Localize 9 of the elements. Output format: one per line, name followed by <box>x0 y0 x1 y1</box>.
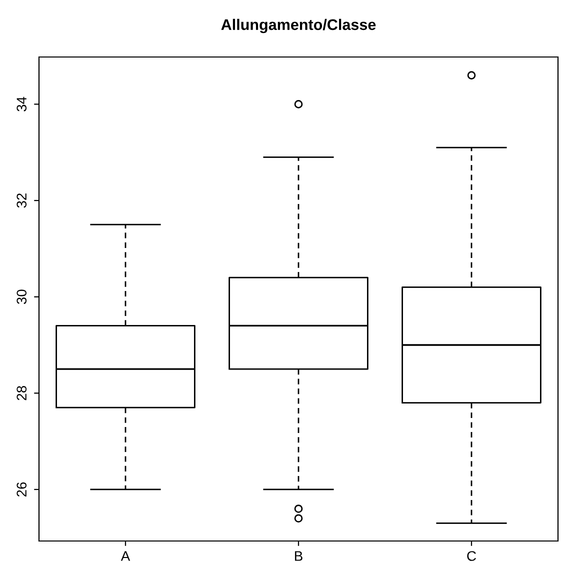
x-tick-label: A <box>120 551 130 561</box>
y-tick-label: 30 <box>16 290 27 304</box>
x-tick-label: C <box>467 551 476 561</box>
y-tick-label: 34 <box>16 96 27 112</box>
chart-title: Allungamento/Classe <box>221 18 376 34</box>
y-tick-label: 28 <box>16 386 27 400</box>
x-tick-label: B <box>295 551 302 561</box>
y-tick-label: 26 <box>16 482 27 496</box>
y-tick-label: 32 <box>16 193 27 208</box>
